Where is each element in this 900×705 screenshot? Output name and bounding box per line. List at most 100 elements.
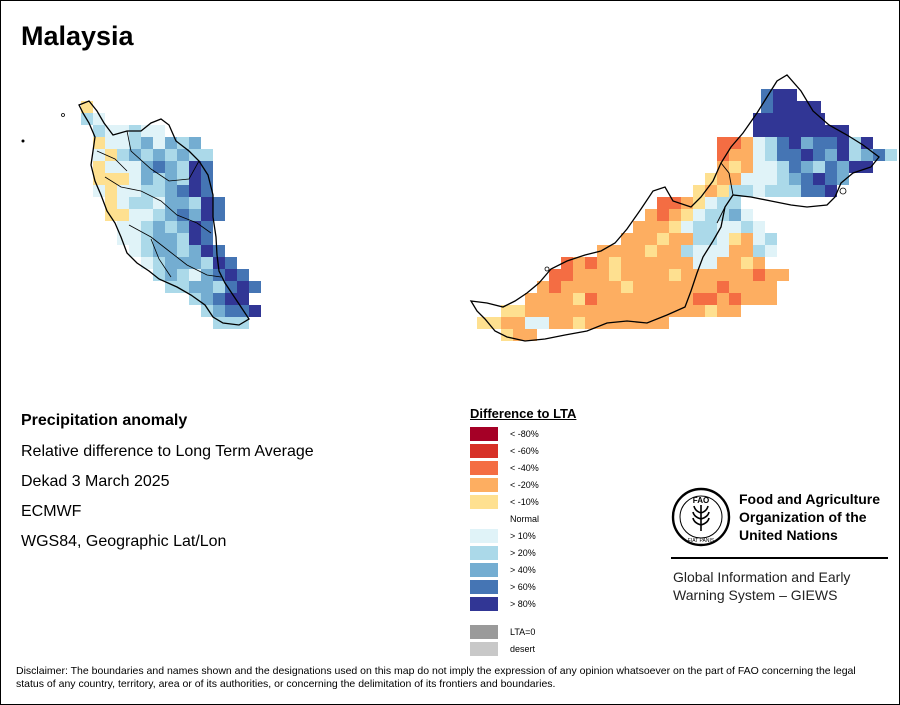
- legend-label: < -60%: [510, 446, 539, 456]
- anomaly-cell: [669, 233, 681, 245]
- anomaly-cell: [741, 173, 753, 185]
- anomaly-cell: [573, 269, 585, 281]
- anomaly-cell: [237, 281, 249, 293]
- anomaly-cell: [705, 173, 717, 185]
- anomaly-cell: [117, 125, 129, 137]
- anomaly-cell: [717, 305, 729, 317]
- anomaly-cell: [213, 197, 225, 209]
- anomaly-cell: [657, 293, 669, 305]
- anomaly-cell: [705, 281, 717, 293]
- anomaly-cell: [789, 173, 801, 185]
- anomaly-cell: [177, 245, 189, 257]
- anomaly-cell: [501, 317, 513, 329]
- anomaly-cell: [117, 137, 129, 149]
- anomaly-cell: [861, 149, 873, 161]
- anomaly-cell: [753, 125, 765, 137]
- anomaly-cell: [729, 161, 741, 173]
- anomaly-cell: [561, 317, 573, 329]
- anomaly-cell: [789, 149, 801, 161]
- anomaly-cell: [561, 269, 573, 281]
- anomaly-cell: [789, 137, 801, 149]
- anomaly-cell: [669, 281, 681, 293]
- anomaly-cell: [189, 221, 201, 233]
- anomaly-cell: [717, 137, 729, 149]
- anomaly-cell: [105, 173, 117, 185]
- anomaly-cell: [633, 221, 645, 233]
- anomaly-cell: [621, 317, 633, 329]
- anomaly-cell: [633, 281, 645, 293]
- anomaly-cell: [165, 245, 177, 257]
- anomaly-cell: [129, 233, 141, 245]
- anomaly-cell: [585, 269, 597, 281]
- anomaly-cell: [773, 89, 785, 101]
- anomaly-cell: [717, 281, 729, 293]
- anomaly-cell: [513, 317, 525, 329]
- anomaly-cell: [93, 113, 105, 125]
- anomaly-cell: [729, 305, 741, 317]
- anomaly-cell: [189, 269, 201, 281]
- anomaly-cell: [765, 233, 777, 245]
- anomaly-cell: [153, 125, 165, 137]
- anomaly-cell: [693, 185, 705, 197]
- anomaly-cell: [633, 305, 645, 317]
- anomaly-cell: [669, 293, 681, 305]
- anomaly-cell: [645, 245, 657, 257]
- anomaly-cell: [789, 185, 801, 197]
- anomaly-cell: [777, 269, 789, 281]
- anomaly-cell: [717, 293, 729, 305]
- anomaly-cell: [225, 317, 237, 329]
- anomaly-cell: [153, 257, 165, 269]
- anomaly-cell: [153, 233, 165, 245]
- anomaly-cell: [729, 293, 741, 305]
- anomaly-cell: [753, 185, 765, 197]
- anomaly-cell: [741, 149, 753, 161]
- anomaly-cell: [645, 305, 657, 317]
- anomaly-cell: [621, 305, 633, 317]
- anomaly-cell: [561, 281, 573, 293]
- anomaly-cell: [117, 221, 129, 233]
- anomaly-cell: [249, 281, 261, 293]
- legend-label: < -80%: [510, 429, 539, 439]
- anomaly-cell: [585, 293, 597, 305]
- anomaly-cell: [597, 281, 609, 293]
- anomaly-cell: [741, 137, 753, 149]
- anomaly-cell: [761, 101, 773, 113]
- anomaly-cell: [705, 185, 717, 197]
- anomaly-cell: [609, 305, 621, 317]
- anomaly-cell: [105, 137, 117, 149]
- legend-swatch: [470, 642, 498, 656]
- anomaly-cell: [669, 257, 681, 269]
- anomaly-cell: [141, 245, 153, 257]
- anomaly-cell: [549, 269, 561, 281]
- anomaly-cell: [189, 185, 201, 197]
- anomaly-cell: [789, 113, 801, 125]
- anomaly-cell: [153, 197, 165, 209]
- anomaly-cell: [153, 185, 165, 197]
- legend-swatch: [470, 444, 498, 458]
- anomaly-cell: [849, 161, 861, 173]
- anomaly-cell: [753, 233, 765, 245]
- anomaly-cell: [525, 293, 537, 305]
- anomaly-cell: [177, 197, 189, 209]
- anomaly-cell: [537, 281, 549, 293]
- anomaly-cell: [621, 293, 633, 305]
- anomaly-cell: [117, 197, 129, 209]
- anomaly-cell: [633, 317, 645, 329]
- anomaly-cell: [645, 221, 657, 233]
- anomaly-cell: [797, 101, 809, 113]
- sarawak-sabah-boundary: [716, 162, 734, 224]
- anomaly-cell: [729, 245, 741, 257]
- anomaly-cell: [729, 173, 741, 185]
- anomaly-cell: [777, 185, 789, 197]
- anomaly-cell: [753, 257, 765, 269]
- anomaly-cell: [573, 293, 585, 305]
- anomaly-cell: [597, 305, 609, 317]
- anomaly-cell: [177, 269, 189, 281]
- anomaly-cell: [813, 125, 825, 137]
- anomaly-cell: [777, 173, 789, 185]
- anomaly-cell: [753, 149, 765, 161]
- info-heading: Precipitation anomaly: [21, 412, 188, 429]
- anomaly-cell: [201, 281, 213, 293]
- anomaly-cell: [609, 269, 621, 281]
